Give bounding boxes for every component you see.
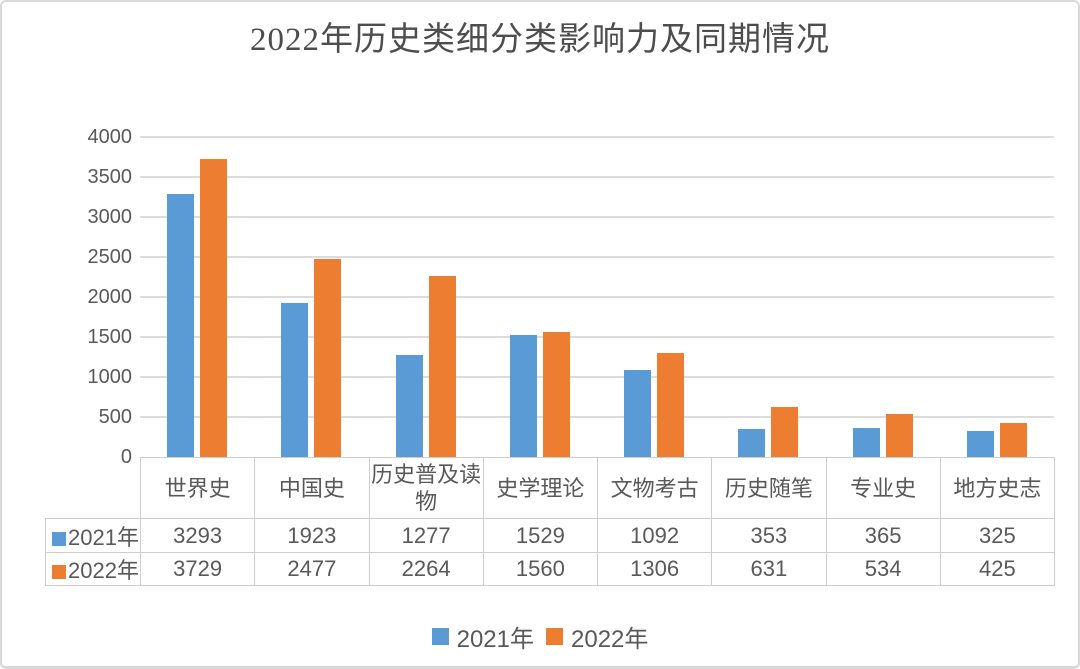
table-value-2021年-世界史: 3293 bbox=[139, 518, 256, 553]
table-value-2021年-文物考古: 1092 bbox=[596, 518, 713, 553]
y-axis-tick-label: 2000 bbox=[87, 286, 133, 308]
table-header-中国史: 中国史 bbox=[254, 457, 370, 519]
table-row-2021年: 2021年 3293 1923 1277 1529 1092 353 365 325 bbox=[45, 518, 1056, 553]
bar-2022年-历史随笔 bbox=[771, 406, 799, 457]
bar-2021年-专业史 bbox=[852, 427, 880, 457]
table-header-世界史: 世界史 bbox=[139, 457, 256, 519]
bar-2022年-地方史志 bbox=[999, 423, 1027, 457]
table-header-历史随笔: 历史随笔 bbox=[711, 457, 827, 519]
table-row-label-2021年: 2021年 bbox=[45, 518, 141, 553]
table-value-2022年-地方史志: 425 bbox=[939, 552, 1056, 586]
legend-swatch-icon bbox=[431, 627, 449, 645]
legend-item-2022年: 2022年 bbox=[546, 619, 648, 654]
table-row-label-2022年: 2022年 bbox=[45, 552, 141, 586]
table-value-2022年-中国史: 2477 bbox=[254, 552, 370, 586]
bar-2021年-史学理论 bbox=[509, 334, 537, 457]
bar-2022年-史学理论 bbox=[542, 332, 570, 457]
y-axis-tick-label: 1000 bbox=[87, 366, 133, 388]
series-key-square-icon bbox=[52, 531, 66, 546]
bar-2021年-中国史 bbox=[281, 303, 309, 457]
bar-2021年-文物考古 bbox=[624, 369, 652, 457]
bar-2021年-世界史 bbox=[167, 193, 195, 457]
series-key-square-icon bbox=[52, 565, 66, 579]
legend-item-2021年: 2021年 bbox=[431, 619, 534, 654]
series-name-label: 2022年 bbox=[68, 558, 139, 583]
gridline-500 bbox=[140, 416, 1054, 418]
bar-2022年-历史普及读物 bbox=[428, 275, 456, 457]
table-header-地方史志: 地方史志 bbox=[939, 457, 1056, 519]
legend: 2021年 2022年 bbox=[2, 622, 1078, 653]
table-value-2022年-史学理论: 1560 bbox=[482, 552, 599, 586]
table-value-2022年-文物考古: 1306 bbox=[596, 552, 713, 586]
chart-title: 2022年历史类细分类影响力及同期情况 bbox=[250, 22, 830, 58]
table-value-2021年-历史普及读物: 1277 bbox=[368, 518, 484, 553]
bar-2021年-历史随笔 bbox=[738, 428, 766, 457]
bar-2022年-中国史 bbox=[314, 258, 342, 457]
gridline-2500 bbox=[140, 256, 1054, 258]
table-header-专业史: 专业史 bbox=[825, 457, 941, 519]
legend-label: 2021年 bbox=[456, 625, 534, 653]
legend-label: 2022年 bbox=[571, 625, 649, 653]
y-axis-tick-label: 0 bbox=[120, 446, 132, 468]
y-axis-tick-label: 500 bbox=[98, 406, 132, 428]
table-header-史学理论: 史学理论 bbox=[482, 457, 599, 519]
bar-2022年-世界史 bbox=[200, 158, 228, 457]
table-value-2021年-专业史: 365 bbox=[825, 518, 941, 553]
table-value-2021年-中国史: 1923 bbox=[254, 518, 370, 553]
gridline-4000 bbox=[140, 136, 1054, 138]
table-value-2022年-世界史: 3729 bbox=[139, 552, 256, 586]
gridline-3000 bbox=[140, 216, 1054, 218]
table-value-2022年-历史普及读物: 2264 bbox=[368, 552, 484, 586]
y-axis-tick-label: 3500 bbox=[87, 166, 133, 188]
legend-swatch-icon bbox=[546, 627, 563, 645]
table-header-历史普及读物: 历史普及读物 bbox=[368, 457, 484, 519]
table-value-2022年-专业史: 534 bbox=[825, 552, 941, 586]
y-axis-tick-label: 3000 bbox=[87, 206, 133, 228]
y-axis-tick-label: 1500 bbox=[87, 326, 133, 348]
series-name-label: 2021年 bbox=[68, 524, 139, 550]
table-value-2021年-史学理论: 1529 bbox=[482, 518, 599, 553]
gridline-3500 bbox=[140, 176, 1054, 178]
gridline-1500 bbox=[140, 336, 1054, 338]
gridline-1000 bbox=[140, 376, 1054, 378]
table-value-2021年-地方史志: 325 bbox=[939, 518, 1056, 553]
table-header-文物考古: 文物考古 bbox=[596, 457, 713, 519]
y-axis-tick-label: 2500 bbox=[87, 246, 133, 268]
table-value-2021年-历史随笔: 353 bbox=[711, 518, 827, 553]
table-row-2022年: 2022年 3729 2477 2264 1560 1306 631 534 425 bbox=[45, 552, 1056, 586]
table-corner-cell bbox=[46, 458, 141, 519]
bar-2021年-地方史志 bbox=[966, 431, 994, 457]
gridline-2000 bbox=[140, 296, 1054, 298]
bar-2022年-专业史 bbox=[885, 414, 913, 457]
table-value-2022年-历史随笔: 631 bbox=[711, 552, 827, 586]
bar-2021年-历史普及读物 bbox=[395, 354, 423, 457]
y-axis-tick-label: 4000 bbox=[87, 126, 133, 148]
data-table: 世界史 中国史 历史普及读物 史学理论 文物考古 历史随笔 专业史 地方史志 2021年 3293… bbox=[45, 457, 1056, 586]
bar-2022年-文物考古 bbox=[657, 352, 685, 457]
